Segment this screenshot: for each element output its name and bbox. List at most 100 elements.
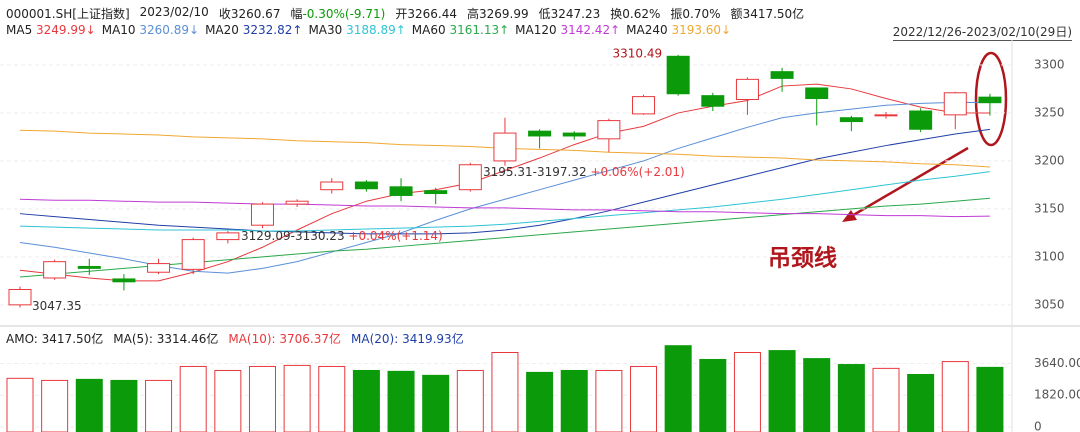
volume-bar: [699, 358, 727, 432]
legend-name: MA60: [411, 23, 446, 37]
header-value: 3269.99: [479, 7, 529, 21]
volume-legend: AMO: 3417.50亿 MA(5): 3314.46亿 MA(10): 3706…: [6, 330, 464, 347]
low-label: 3047.35: [32, 299, 82, 313]
legend-value: 3193.60↓: [671, 23, 732, 37]
volume-bar: [560, 369, 588, 432]
volume-legend-item: MA(5): 3314.46亿: [113, 332, 219, 346]
candle-body: [320, 181, 344, 191]
candle-body: [424, 190, 448, 195]
range-text: 3195.31-3197.32: [483, 165, 587, 179]
candle-body: [701, 95, 725, 107]
header-value: 3417.50亿: [742, 7, 805, 21]
volume-bar: [145, 379, 173, 432]
volume-bar: [352, 369, 380, 432]
ma-line: [19, 198, 990, 218]
ma-line: [19, 83, 990, 282]
header-value: 0.62%: [622, 7, 661, 21]
header-label: 低: [538, 7, 551, 21]
header-label: 换: [610, 7, 623, 21]
candle-body: [874, 114, 898, 117]
candle-body: [493, 132, 517, 162]
header-label: 高: [466, 7, 479, 21]
legend-entry: MA120 3142.42↑: [515, 23, 620, 37]
volume-bar: [872, 367, 900, 432]
candle-body: [770, 71, 794, 79]
volume-bar: [664, 345, 692, 432]
ma-line: [19, 197, 990, 278]
y-tick-label: 0: [1034, 420, 1042, 432]
header-value: 0.70%: [682, 7, 721, 21]
header-pair: 额3417.50亿: [731, 5, 805, 22]
volume-bar: [41, 379, 69, 432]
header-pair: 收3260.67: [219, 5, 281, 22]
highlight-ellipse: [974, 51, 1008, 147]
candle-body: [943, 92, 967, 116]
legend-entry: MA20 3232.82↑: [205, 23, 302, 37]
y-tick-label: 3300: [1034, 57, 1065, 71]
candle-body: [909, 110, 933, 130]
legend-entry: MA60 3161.13↑: [412, 23, 509, 37]
legend-name: MA10: [101, 23, 136, 37]
candle-body: [77, 265, 101, 269]
legend-value: 3161.13↑: [449, 23, 510, 37]
volume-legend-item: AMO: 3417.50亿: [6, 332, 104, 346]
y-tick-label: 3150: [1034, 201, 1065, 215]
y-tick-label: 3100: [1034, 249, 1065, 263]
header-label: 收: [218, 7, 231, 21]
volume-bar: [214, 369, 242, 432]
header-value: 3266.44: [407, 7, 457, 21]
date-range[interactable]: 2022/12/26-2023/02/10(29日): [892, 25, 1072, 41]
legend-name: MA240: [626, 23, 668, 37]
volume-bar: [630, 365, 658, 432]
range-change: +0.06%(+2.01): [590, 165, 684, 179]
legend-name: MA120: [515, 23, 557, 37]
legend-entry: MA10 3260.89↓: [102, 23, 199, 37]
legend-entry: MA240 3193.60↓: [626, 23, 731, 37]
candle-body: [805, 87, 829, 100]
candle-body: [458, 164, 482, 191]
arrow-head: [842, 210, 857, 222]
header-value: 3260.67: [230, 7, 281, 21]
candle-body: [285, 200, 309, 205]
legend-entry: MA5 3249.99↓: [6, 23, 96, 37]
header-label: 开: [395, 7, 408, 21]
volume-bar: [976, 366, 1004, 432]
candle-body: [528, 130, 552, 137]
volume-legend-item: MA(10): 3706.37亿: [228, 332, 342, 346]
legend-entry: MA30 3188.89↑: [308, 23, 405, 37]
volume-bar: [456, 369, 484, 432]
header-pair: 幅-0.30%(-9.71): [290, 5, 385, 22]
candle-body: [839, 117, 863, 123]
volume-bar: [422, 374, 450, 432]
range-change: +0.04%(+1.14): [348, 229, 442, 243]
range-annotation: 3129.09-3130.23 +0.04%(+1.14): [241, 229, 443, 243]
volume-bar: [907, 373, 935, 432]
legend-value: 3188.89↑: [346, 23, 406, 37]
volume-bar: [283, 364, 311, 432]
range-annotation: 3195.31-3197.32 +0.06%(+2.01): [483, 165, 685, 179]
header-pair: 换0.62%: [610, 5, 660, 22]
candle-body: [181, 239, 205, 270]
header-pair: 振0.70%: [670, 5, 720, 22]
volume-bar: [318, 365, 346, 432]
arrow-line: [849, 146, 969, 219]
header-label: 振: [670, 7, 683, 21]
volume-bar: [526, 371, 554, 432]
y-tick-label: 3200: [1034, 153, 1065, 167]
ma-legend: MA5 3249.99↓ MA10 3260.89↓ MA20 3232.82↑ MA…: [6, 23, 731, 37]
volume-bar: [837, 364, 865, 432]
volume-bar: [491, 352, 519, 432]
candle-body: [354, 181, 378, 190]
header-value: -0.30%(-9.71): [302, 7, 386, 21]
pattern-note: 吊颈线: [768, 245, 837, 272]
quote-header: 000001.SH[上证指数] 2023/02/10 收3260.67 幅-0.30%…: [6, 5, 804, 22]
candle-body: [597, 120, 621, 140]
candle-body: [562, 132, 586, 137]
y-tick-label: 3250: [1034, 105, 1065, 119]
y-tick-label: 3640.00亿: [1034, 355, 1080, 370]
legend-name: MA20: [205, 23, 239, 37]
volume-bar: [803, 358, 831, 432]
header-field: 000001.SH[上证指数]: [6, 7, 130, 21]
ma-line: [19, 101, 990, 274]
